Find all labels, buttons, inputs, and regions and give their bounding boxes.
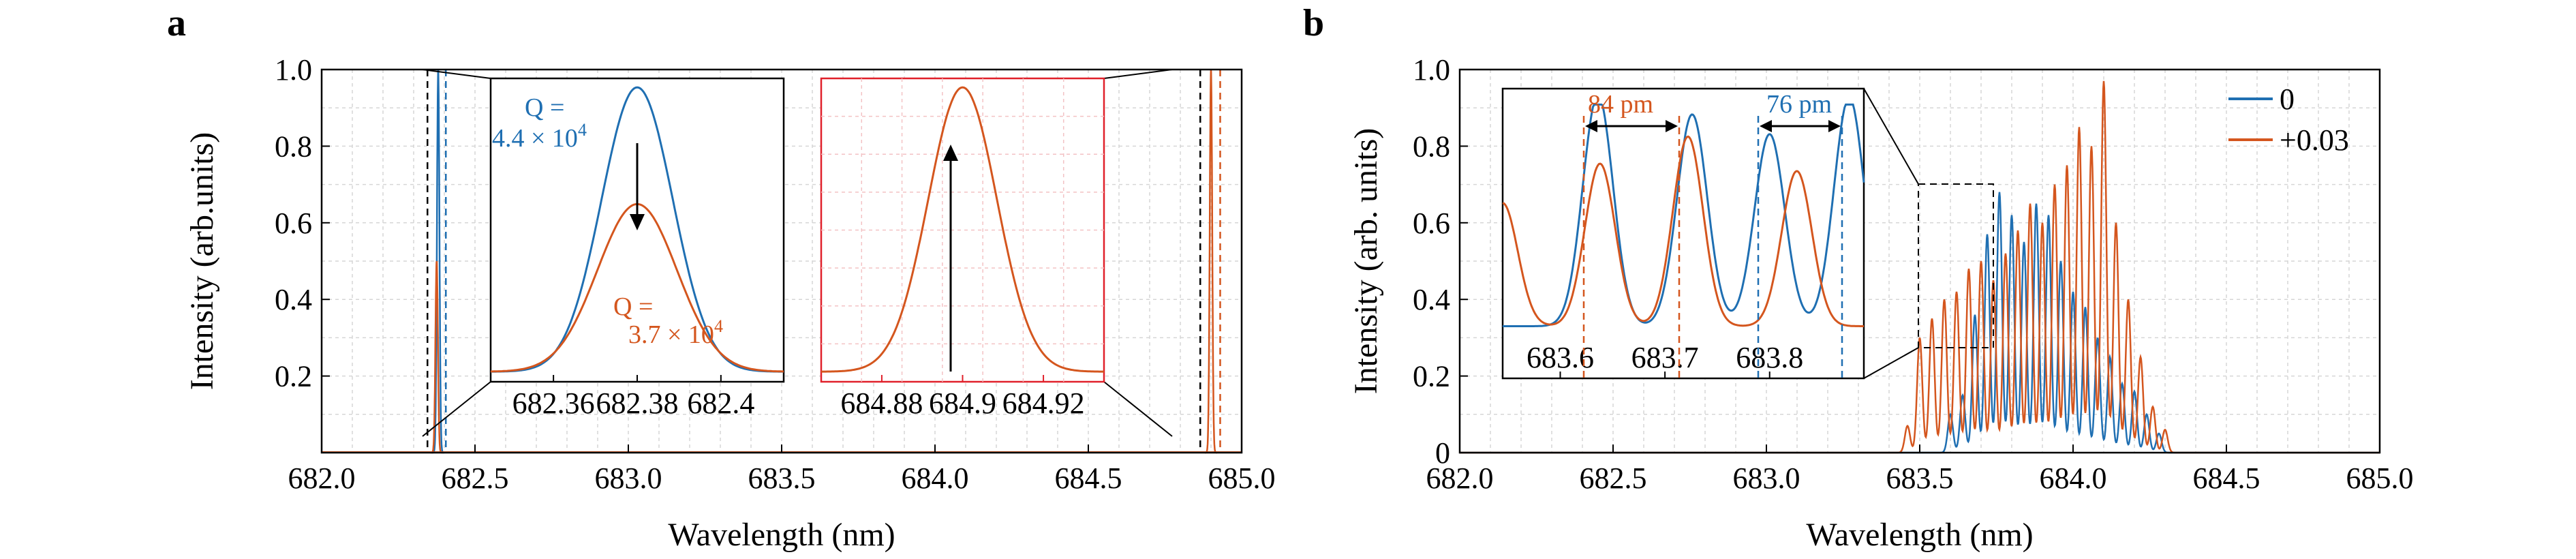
- panel-b-xtick-label: 682.5: [1580, 462, 1647, 495]
- legend: 0 +0.03: [2228, 82, 2349, 157]
- panel-b-connector-upper: [1863, 88, 1919, 185]
- inset-left-xtick-label: 682.36: [512, 387, 595, 420]
- panel-a-ticks: 682.0 682.5 683.0 683.5 684.0 684.5 685.0 0.2 0.…: [275, 53, 1276, 495]
- inset-b-xtick-label: 683.6: [1527, 341, 1594, 374]
- panel-label-a: a: [167, 2, 186, 44]
- q-orange-value: 3.7 × 104: [628, 316, 723, 349]
- inset-b-arrowhead-1a: [1585, 120, 1597, 132]
- panel-a-xtick-label: 683.5: [748, 462, 816, 495]
- inset-left-connector-lower: [422, 381, 491, 437]
- inset-right-ticks: 684.88 684.9 684.92: [840, 375, 1085, 420]
- inset-b-ticks: 683.6 683.7 683.8: [1527, 341, 1803, 378]
- panel-b-ytick-label: 0.8: [1413, 130, 1450, 163]
- inset-b-arrowhead-2a: [1760, 120, 1772, 132]
- panel-b-xtick-label: 684.5: [2193, 462, 2260, 495]
- inset-b-xtick-label: 683.7: [1631, 341, 1699, 374]
- inset-b-84pm-label: 84 pm: [1588, 90, 1653, 119]
- panel-b-ytick-label: 0.2: [1413, 360, 1450, 393]
- inset-b-box: [1501, 87, 1865, 380]
- panel-a-xlabel: Wavelength (nm): [668, 517, 895, 553]
- inset-right-connector-lower: [1103, 381, 1173, 437]
- panel-a-ytick-label: 0.8: [275, 130, 312, 163]
- legend-label-1: +0.03: [2280, 123, 2349, 157]
- inset-right-lines: [821, 86, 1104, 373]
- inset-left-curve-blue: [491, 86, 784, 373]
- panel-b-xtick-label: 682.0: [1426, 462, 1494, 495]
- panel-a-xtick-label: 685.0: [1208, 462, 1276, 495]
- panel-a-xtick-label: 682.5: [442, 462, 509, 495]
- panel-b: 682.0 682.5 683.0 683.5 684.0 684.5 685.0 0 0.2 0…: [1348, 53, 2414, 553]
- inset-left-ticks: 682.36 682.38 682.4: [512, 375, 754, 420]
- panel-b-ticks: 682.0 682.5 683.0 683.5 684.0 684.5 685.0 0 0.2 0…: [1413, 53, 2414, 495]
- panel-label-b: b: [1303, 2, 1324, 44]
- panel-b-ylabel: Intensity (arb. units): [1348, 128, 1384, 395]
- inset-right-xtick-label: 684.88: [840, 387, 923, 420]
- panel-b-connector-lower: [1863, 347, 1919, 379]
- inset-right: 684.88 684.9 684.92: [820, 77, 1105, 420]
- inset-left-connector-upper: [422, 69, 491, 79]
- inset-right-connector-upper: [1103, 69, 1173, 79]
- inset-right-box: [820, 77, 1105, 383]
- inset-right-xtick-label: 684.92: [1002, 387, 1085, 420]
- panel-b-ytick-label: 0: [1435, 436, 1450, 470]
- inset-left: 682.36 682.38 682.4 Q = 4.4 × 104 Q = 3.7 …: [489, 77, 785, 420]
- inset-left-arrow-head: [630, 214, 645, 230]
- inset-b-xtick-label: 683.8: [1736, 341, 1803, 374]
- panel-b-xtick-label: 683.5: [1886, 462, 1954, 495]
- panel-a-ytick-label: 1.0: [275, 53, 312, 87]
- q-blue-value: 4.4 × 104: [492, 120, 587, 153]
- panel-a-ylabel: Intensity (arb.units): [184, 132, 220, 391]
- panel-b-ytick-label: 1.0: [1413, 53, 1450, 87]
- panel-b-xtick-label: 684.0: [2040, 462, 2107, 495]
- inset-b-arrowhead-1b: [1666, 120, 1678, 132]
- panel-b-xtick-label: 683.0: [1733, 462, 1800, 495]
- panel-a-ytick-label: 0.2: [275, 360, 312, 393]
- inset-b-arrowhead-2b: [1828, 120, 1841, 132]
- q-blue-label: Q =: [525, 93, 564, 122]
- panel-b-zoom-region: [1918, 183, 1994, 348]
- q-orange-label: Q =: [613, 292, 653, 321]
- panel-b-ytick-label: 0.6: [1413, 207, 1450, 240]
- panel-a-xtick-label: 684.0: [902, 462, 969, 495]
- inset-left-xtick-label: 682.38: [596, 387, 679, 420]
- inset-right-curve-orange: [821, 86, 1104, 373]
- panel-b-ytick-label: 0.4: [1413, 283, 1450, 316]
- legend-label-0: 0: [2280, 82, 2295, 116]
- panel-a-xtick-label: 683.0: [595, 462, 662, 495]
- inset-b-lines: [1502, 103, 1865, 327]
- inset-right-arrow-head: [943, 145, 958, 161]
- inset-b: 683.6 683.7 683.8 84 pm 76 pm: [1501, 87, 1865, 380]
- panel-b-xtick-label: 685.0: [2346, 462, 2414, 495]
- panel-a-ytick-label: 0.4: [275, 283, 312, 316]
- panel-a-ytick-label: 0.6: [275, 207, 312, 240]
- panel-b-xlabel: Wavelength (nm): [1806, 517, 2033, 553]
- panel-a: 682.0 682.5 683.0 683.5 684.0 684.5 685.0 0.2 0.…: [184, 53, 1276, 553]
- inset-right-xtick-label: 684.9: [929, 387, 996, 420]
- inset-b-76pm-label: 76 pm: [1766, 90, 1832, 119]
- inset-b-curve-orange: [1502, 135, 1864, 327]
- inset-left-xtick-label: 682.4: [687, 387, 754, 420]
- panel-a-xtick-label: 684.5: [1055, 462, 1122, 495]
- panel-a-xtick-label: 682.0: [288, 462, 356, 495]
